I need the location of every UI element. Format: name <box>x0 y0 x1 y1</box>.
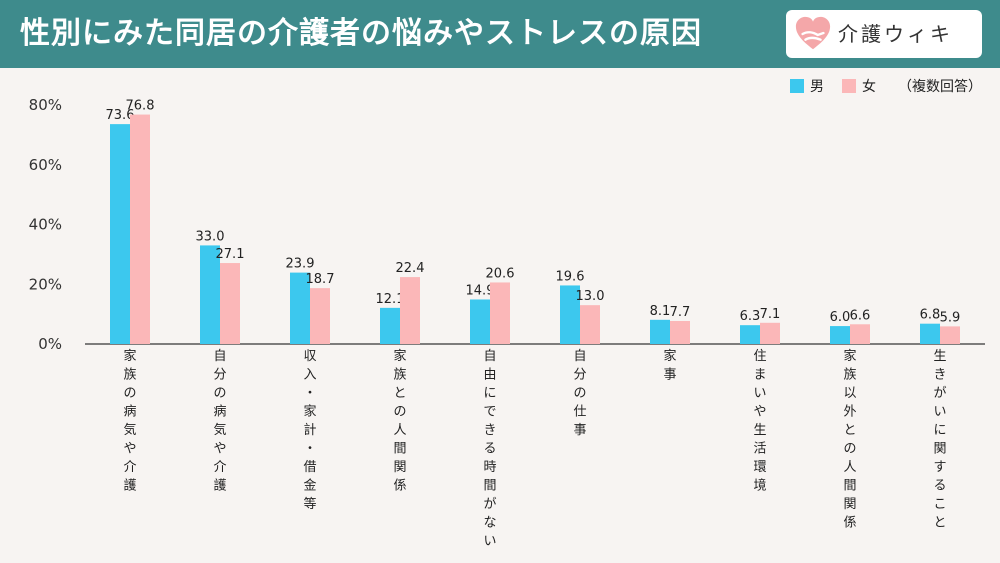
header-bar: 性別にみた同居の介護者の悩みやストレスの原因 介護ウィキ <box>0 0 1000 68</box>
category-label: 家族以外との人間関係 <box>843 348 856 531</box>
bar-female <box>940 326 960 344</box>
data-label: 7.7 <box>670 305 691 320</box>
bar-male <box>920 323 940 344</box>
bar-female <box>670 320 690 344</box>
data-label: 8.1 <box>650 304 671 319</box>
bar-female <box>220 263 240 344</box>
legend: 男 女 （複数回答） <box>790 76 982 96</box>
category-label: 家事 <box>663 348 676 383</box>
bar-female <box>850 324 870 344</box>
category-label: 自由にできる時間がない <box>483 349 496 549</box>
data-label: 12.1 <box>376 292 405 307</box>
data-label: 13.0 <box>576 289 605 304</box>
bar-female <box>310 288 330 344</box>
data-label: 18.7 <box>306 272 335 287</box>
data-label: 6.3 <box>740 309 761 324</box>
data-label: 22.4 <box>396 261 425 276</box>
legend-label-male: 男 <box>810 79 824 95</box>
heart-hands-icon <box>795 16 831 50</box>
category-label: 家族との人間関係 <box>393 348 406 494</box>
bar-female <box>490 282 510 344</box>
legend-note: （複数回答） <box>898 79 982 95</box>
logo-text: 介護ウィキ <box>838 22 953 46</box>
bar-female <box>580 305 600 344</box>
page-title: 性別にみた同居の介護者の悩みやストレスの原因 <box>20 16 702 51</box>
legend-label-female: 女 <box>862 79 876 95</box>
data-label: 6.6 <box>850 308 871 323</box>
bar-female <box>760 322 780 344</box>
bar-male <box>740 325 760 344</box>
data-label: 23.9 <box>286 257 315 272</box>
bar-male <box>380 307 400 344</box>
bar-male <box>290 272 310 344</box>
data-label: 27.1 <box>216 247 245 262</box>
data-label: 14.9 <box>466 283 495 298</box>
bar-male <box>470 299 490 344</box>
bar-male <box>830 326 850 344</box>
category-label: 生きがいに関すること <box>933 349 946 531</box>
category-label: 家族の病気や介護 <box>123 348 136 494</box>
bar-male <box>200 245 220 344</box>
category-label: 収入・家計・借金等 <box>303 349 316 512</box>
y-tick-label: 20% <box>29 275 62 293</box>
bar-male <box>650 319 670 344</box>
data-label: 20.6 <box>486 266 515 281</box>
data-label: 5.9 <box>940 310 961 325</box>
data-label: 6.0 <box>830 310 851 325</box>
y-tick-label: 80% <box>29 96 62 114</box>
data-label: 6.8 <box>920 308 941 323</box>
logo: 介護ウィキ <box>786 10 982 58</box>
y-tick-label: 40% <box>29 216 62 234</box>
data-label: 33.0 <box>196 229 225 244</box>
data-label: 73.6 <box>106 108 135 123</box>
bar-male <box>110 124 130 345</box>
data-label: 19.6 <box>556 269 585 284</box>
data-label: 76.8 <box>126 99 155 114</box>
bar-female <box>130 114 150 344</box>
bar-female <box>400 277 420 344</box>
category-label: 自分の仕事 <box>573 349 586 438</box>
legend-swatch-male <box>790 79 804 93</box>
category-label: 住まいや生活環境 <box>753 349 766 494</box>
y-tick-label: 0% <box>38 335 62 353</box>
y-tick-label: 60% <box>29 156 62 174</box>
legend-swatch-female <box>842 79 856 93</box>
category-label: 自分の病気や介護 <box>213 349 226 494</box>
bar-male <box>560 285 580 344</box>
data-label: 7.1 <box>760 307 781 322</box>
